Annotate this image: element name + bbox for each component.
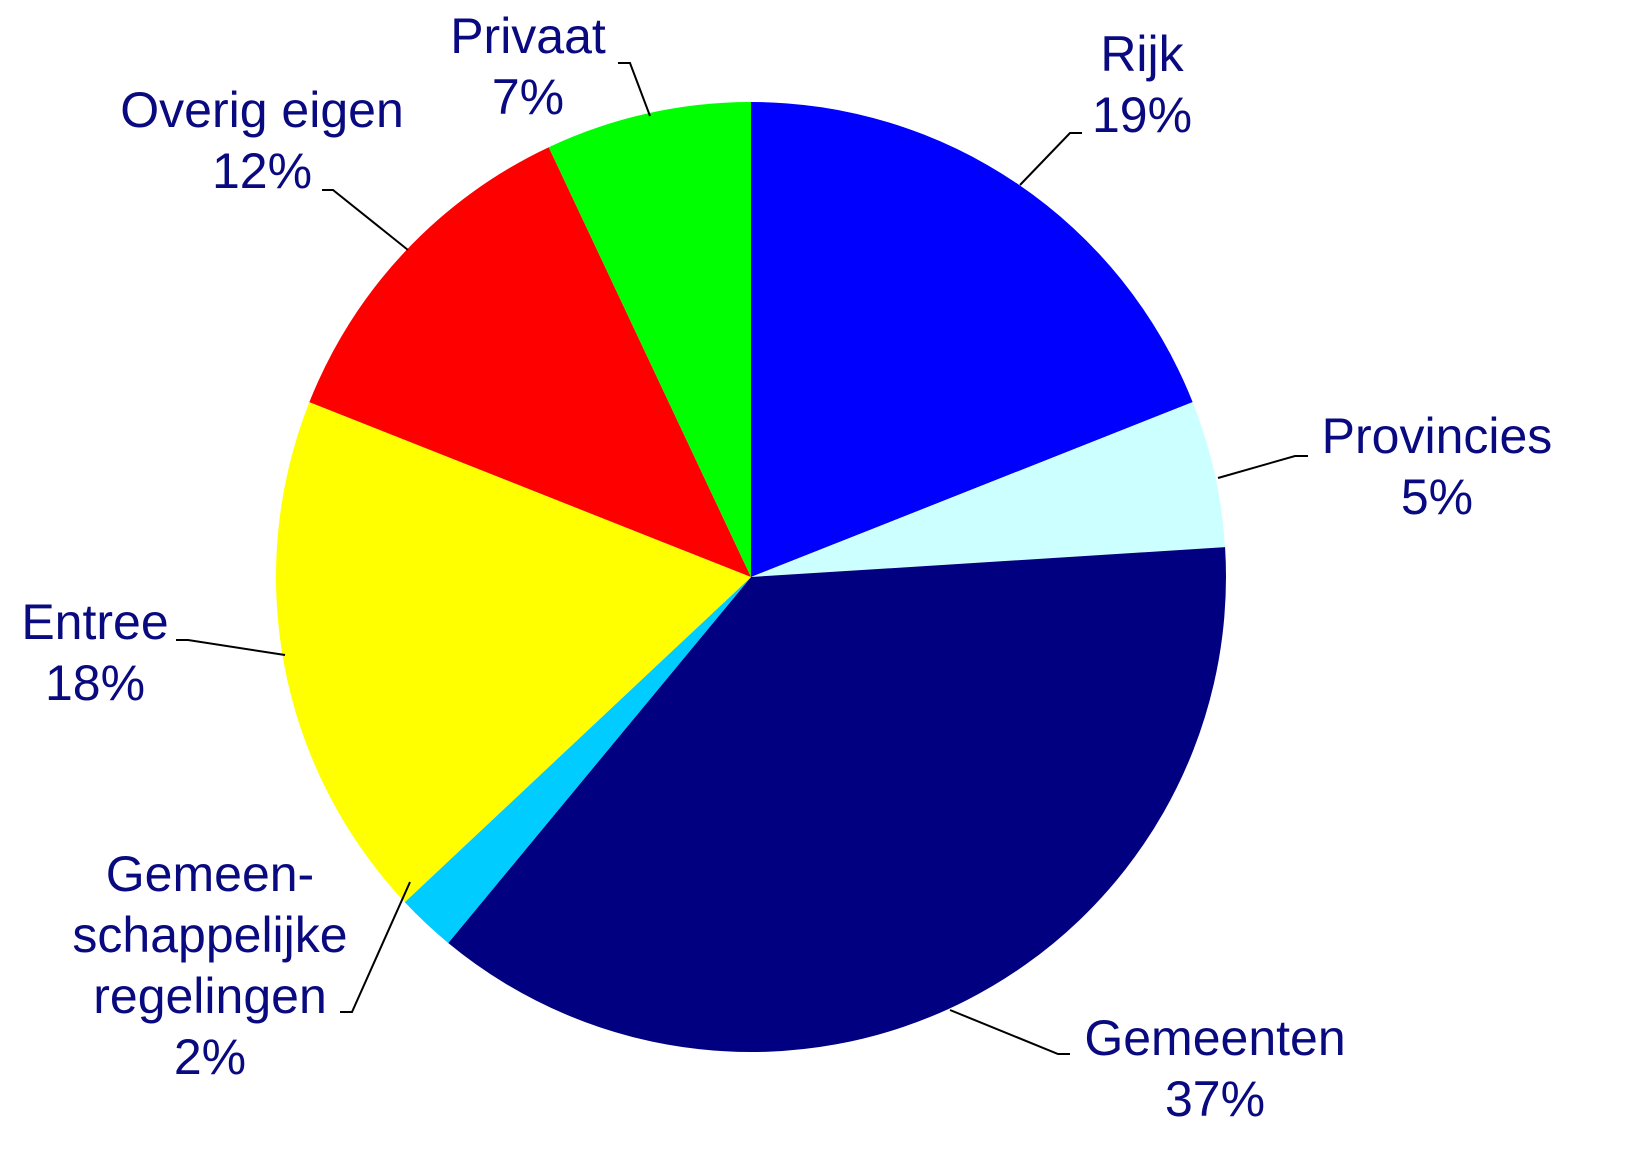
slice-label: Rijk <box>1100 26 1184 82</box>
leader-line <box>618 62 651 117</box>
slice-label: Gemeenten <box>1084 1010 1345 1066</box>
leader-line <box>949 1009 1070 1055</box>
pie-slice <box>404 577 751 943</box>
value-label: 7% <box>492 69 564 125</box>
leader-line <box>322 189 409 251</box>
slice-label: Overig eigen <box>120 82 404 138</box>
leader-line <box>1019 132 1082 186</box>
pie-slice <box>309 147 751 577</box>
value-label: 12% <box>212 143 312 199</box>
leader-line <box>1217 455 1308 479</box>
pie-slice <box>448 547 1226 1052</box>
leader-line <box>340 881 411 1013</box>
slice-label: Entree <box>21 594 168 650</box>
value-label: 18% <box>45 655 145 711</box>
value-label: 2% <box>174 1029 246 1085</box>
pie-slice <box>751 102 1193 577</box>
pie-slice <box>751 402 1226 577</box>
value-label: 5% <box>1401 469 1473 525</box>
value-label: 37% <box>1165 1071 1265 1127</box>
pie-slice <box>276 402 751 903</box>
slice-label: Gemeen-schappelijke regelingen <box>72 846 347 1024</box>
slice-label: Provincies <box>1322 408 1553 464</box>
leader-line <box>176 639 286 656</box>
value-label: 19% <box>1092 87 1192 143</box>
slice-label: Privaat <box>450 8 606 64</box>
pie-slice <box>548 102 751 577</box>
